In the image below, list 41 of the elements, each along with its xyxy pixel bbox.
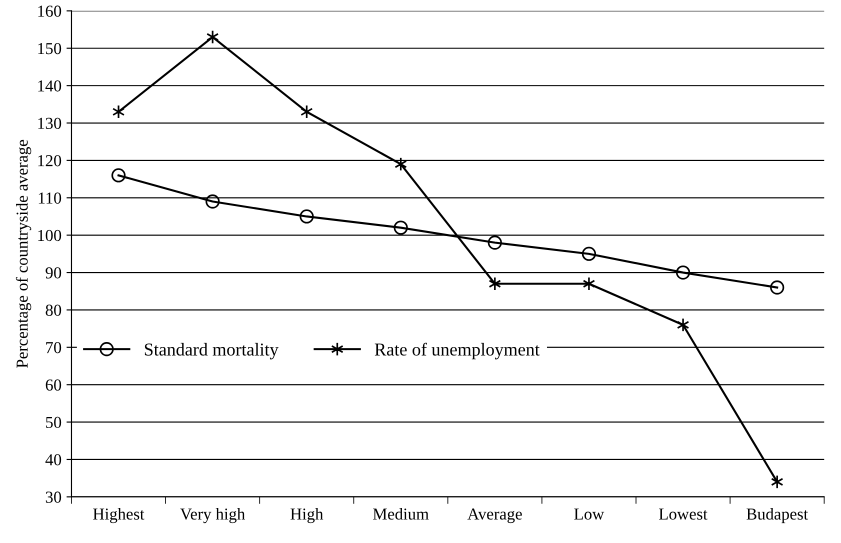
y-tick-label: 150 bbox=[38, 42, 62, 54]
point bbox=[582, 276, 596, 291]
y-tick-label: 90 bbox=[46, 267, 62, 278]
y-tick-label: 110 bbox=[38, 192, 62, 204]
y-tick-label: 70 bbox=[46, 342, 62, 354]
x-tick-label: High bbox=[290, 508, 324, 524]
point bbox=[676, 318, 690, 332]
y-tick-label: 160 bbox=[38, 6, 62, 17]
y-tick-label: 120 bbox=[38, 155, 62, 166]
y-tick-label: 50 bbox=[46, 416, 62, 428]
y-tick-label: 140 bbox=[38, 80, 62, 92]
x-tick-label: Low bbox=[574, 508, 604, 520]
legend-label: Rate of unemployment bbox=[374, 342, 540, 360]
y-tick-label: 40 bbox=[45, 454, 62, 466]
y-tick-label: 30 bbox=[46, 492, 62, 503]
point bbox=[300, 209, 314, 224]
y-tick-label: 130 bbox=[38, 118, 62, 129]
x-tick-label: Average bbox=[467, 508, 522, 524]
x-tick-label: Lowest bbox=[658, 508, 708, 520]
y-tick-label: 100 bbox=[38, 230, 62, 242]
x-tick-label: Very high bbox=[180, 508, 246, 524]
point bbox=[676, 265, 690, 280]
y-axis-title: Percentage of countryside average bbox=[16, 140, 32, 368]
point bbox=[206, 194, 220, 209]
y-tick-label: 80 bbox=[46, 304, 62, 316]
point bbox=[488, 276, 502, 291]
legend-label: Standard mortality bbox=[144, 342, 279, 360]
x-tick-label: Budapest bbox=[746, 508, 808, 524]
x-tick-label: Highest bbox=[93, 508, 144, 524]
point bbox=[488, 236, 502, 250]
point bbox=[770, 280, 784, 295]
point bbox=[111, 168, 126, 182]
point bbox=[394, 220, 408, 235]
point bbox=[582, 246, 596, 261]
point bbox=[112, 104, 125, 119]
point bbox=[300, 104, 313, 119]
y-tick-label: 60 bbox=[46, 379, 62, 391]
x-tick-label: Medium bbox=[373, 508, 429, 520]
point bbox=[770, 474, 784, 489]
point bbox=[206, 30, 219, 44]
point bbox=[394, 157, 408, 172]
